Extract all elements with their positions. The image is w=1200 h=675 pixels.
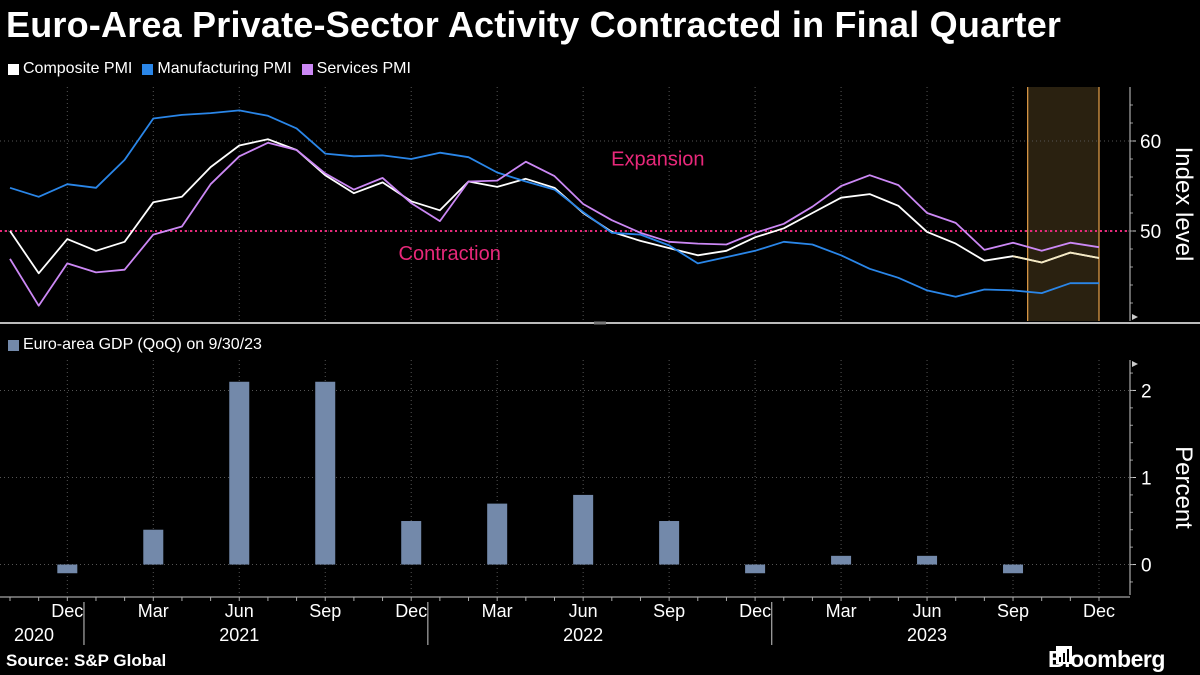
legend-swatch-services [301,63,313,75]
legend-item-manufacturing: Manufacturing PMI [142,60,292,78]
yaxis-arrow-bottom [1132,361,1138,367]
legend-swatch-gdp [8,339,19,351]
y-axis-title-bottom: Percent [1170,446,1197,529]
ytick-label-top: 60 [1140,132,1161,153]
x-tick-label: Jun [225,601,254,621]
ytick-label-bottom: 2 [1141,381,1152,402]
x-tick-label: Dec [1083,601,1115,621]
gdp-bar [315,381,336,565]
x-tick-label: Sep [997,601,1029,621]
ytick-label-bottom: 0 [1141,556,1152,577]
y-axis-title-top: Index level [1170,147,1197,262]
gdp-bar [917,555,938,565]
legend-label-gdp: Euro-area GDP (QoQ) on 9/30/23 [23,336,262,353]
pmi-legend: Composite PMI Manufacturing PMI Services… [8,60,421,78]
legend-swatch-composite [8,63,19,75]
gdp-bar [401,521,422,565]
series-line-manufacturing [9,109,1099,298]
x-tick-label: Dec [395,601,427,621]
x-year-label: 2020 [14,625,54,645]
x-tick-label: Dec [739,601,771,621]
legend-label-composite: Composite PMI [23,60,133,77]
series-line-composite [9,138,1100,275]
highlight-band [1027,87,1099,321]
ytick-label-bottom: 1 [1141,469,1152,490]
legend-item-gdp: Euro-area GDP (QoQ) on 9/30/23 [8,336,262,354]
gdp-bar [745,564,766,574]
x-year-label: 2023 [907,625,947,645]
x-year-label: 2022 [563,625,603,645]
chart-title: Euro-Area Private-Sector Activity Contra… [6,4,1062,45]
gdp-bar [573,494,594,565]
yaxis-arrow-top [1132,314,1138,320]
x-tick-label: Sep [309,601,341,621]
gdp-bar [229,381,250,565]
series-line-composite-highlight [1012,251,1100,264]
x-tick-label: Mar [138,601,169,621]
series-line-services [9,141,1100,307]
gdp-bar [831,555,852,565]
ytick-label-top: 50 [1140,222,1161,243]
gdp-bar [659,521,680,565]
brand-logo: Bloomberg [1048,646,1165,673]
legend-swatch-manufacturing [142,63,154,75]
source-note: Source: S&P Global [6,651,167,670]
bloomberg-terminal-icon [1056,646,1072,664]
annotation-contraction: Contraction [399,243,501,265]
x-tick-label: Dec [51,601,83,621]
legend-label-services: Services PMI [316,60,411,77]
annotation-expansion: Expansion [611,148,704,170]
x-tick-label: Mar [826,601,857,621]
x-tick-label: Jun [569,601,598,621]
gdp-bar [57,564,78,574]
x-year-label: 2021 [219,625,259,645]
gdp-bar [143,529,164,565]
legend-label-manufacturing: Manufacturing PMI [157,60,292,77]
x-tick-label: Jun [913,601,942,621]
legend-item-services: Services PMI [301,60,411,78]
gdp-bar [487,503,508,565]
gdp-legend: Euro-area GDP (QoQ) on 9/30/23 [8,336,272,354]
legend-item-composite: Composite PMI [8,60,132,78]
gdp-bar [1003,564,1024,574]
x-tick-label: Mar [482,601,513,621]
x-tick-label: Sep [653,601,685,621]
